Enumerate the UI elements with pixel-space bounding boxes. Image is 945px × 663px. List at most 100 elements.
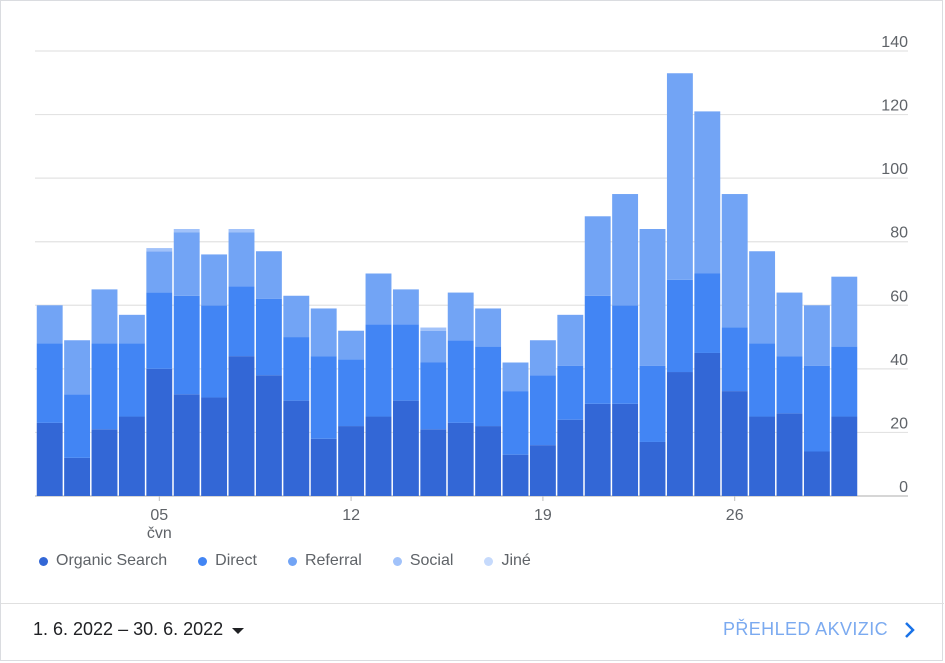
bar-segment[interactable] <box>721 194 748 328</box>
bar-segment[interactable] <box>475 426 502 496</box>
bar-segment[interactable] <box>392 400 419 496</box>
bar-segment[interactable] <box>283 337 310 401</box>
bar-segment[interactable] <box>612 305 639 404</box>
bar-segment[interactable] <box>557 314 584 366</box>
bar-segment[interactable] <box>749 343 776 417</box>
bar-segment[interactable] <box>365 416 392 496</box>
legend-item[interactable]: Referral <box>287 552 362 570</box>
bar-segment[interactable] <box>338 330 365 360</box>
bar-segment[interactable] <box>420 330 447 363</box>
bar-segment[interactable] <box>146 292 173 369</box>
bar-segment[interactable] <box>36 305 63 344</box>
bar-segment[interactable] <box>749 251 776 344</box>
bar-segment[interactable] <box>447 292 474 341</box>
bar-segment[interactable] <box>283 295 310 338</box>
bar-segment[interactable] <box>146 251 173 293</box>
bar-segment[interactable] <box>118 343 145 417</box>
bar-segment[interactable] <box>666 372 693 496</box>
bar-segment[interactable] <box>91 289 118 344</box>
bar-segment[interactable] <box>255 251 282 299</box>
bar-segment[interactable] <box>666 279 693 373</box>
bar-segment[interactable] <box>447 340 474 423</box>
bar-segment[interactable] <box>831 276 858 347</box>
bar-segment[interactable] <box>721 391 748 496</box>
bar-segment[interactable] <box>338 359 365 427</box>
bar-segment[interactable] <box>776 292 803 357</box>
bar-segment[interactable] <box>639 365 666 442</box>
bar-segment[interactable] <box>639 229 666 366</box>
bar-segment[interactable] <box>502 454 529 496</box>
bar-segment[interactable] <box>475 346 502 427</box>
bar-segment[interactable] <box>146 368 173 496</box>
bar-segment[interactable] <box>392 324 419 401</box>
bar-segment[interactable] <box>310 308 337 357</box>
bar-segment[interactable] <box>173 232 200 296</box>
bar-segment[interactable] <box>36 422 63 496</box>
bar-segment[interactable] <box>557 365 584 420</box>
bar-segment[interactable] <box>173 295 200 395</box>
bar-segment[interactable] <box>612 403 639 496</box>
bar-segment[interactable] <box>228 229 255 233</box>
bar-segment[interactable] <box>201 305 228 398</box>
bar-segment[interactable] <box>694 111 721 274</box>
bar-segment[interactable] <box>255 375 282 496</box>
acquisition-report-link[interactable]: PŘEHLED AKVIZIC <box>723 619 916 640</box>
bar-segment[interactable] <box>118 314 145 344</box>
bar-segment[interactable] <box>64 394 91 458</box>
bar-segment[interactable] <box>173 394 200 496</box>
bar-segment[interactable] <box>776 356 803 414</box>
bar-segment[interactable] <box>91 343 118 430</box>
legend-item[interactable]: Direct <box>198 552 257 570</box>
bar-segment[interactable] <box>201 254 228 306</box>
bar-segment[interactable] <box>721 327 748 392</box>
bar-segment[interactable] <box>803 305 830 366</box>
bar-segment[interactable] <box>666 73 693 280</box>
bar-segment[interactable] <box>365 273 392 325</box>
bar-segment[interactable] <box>502 362 529 392</box>
bar-segment[interactable] <box>529 445 556 496</box>
bar-segment[interactable] <box>831 346 858 417</box>
bar-segment[interactable] <box>529 375 556 446</box>
bar-segment[interactable] <box>36 343 63 423</box>
legend-item[interactable]: Social <box>392 552 453 570</box>
bar-segment[interactable] <box>228 356 255 496</box>
bar-segment[interactable] <box>584 216 611 296</box>
bar-segment[interactable] <box>584 295 611 404</box>
bar-segment[interactable] <box>612 194 639 306</box>
bar-segment[interactable] <box>310 438 337 496</box>
bar-segment[interactable] <box>447 422 474 496</box>
bar-segment[interactable] <box>64 457 91 496</box>
bar-segment[interactable] <box>255 298 282 376</box>
bar-segment[interactable] <box>776 413 803 496</box>
date-range-selector[interactable]: 1. 6. 2022 – 30. 6. 2022 <box>33 619 245 640</box>
bar-segment[interactable] <box>831 416 858 496</box>
bar-segment[interactable] <box>475 308 502 347</box>
bar-segment[interactable] <box>283 400 310 496</box>
bar-segment[interactable] <box>228 286 255 357</box>
bar-segment[interactable] <box>91 429 118 496</box>
legend-item[interactable]: Organic Search <box>39 552 167 570</box>
bar-segment[interactable] <box>529 340 556 376</box>
bar-segment[interactable] <box>557 419 584 496</box>
bar-segment[interactable] <box>803 451 830 497</box>
bar-segment[interactable] <box>584 403 611 496</box>
bar-segment[interactable] <box>694 273 721 353</box>
bar-segment[interactable] <box>502 391 529 455</box>
bar-segment[interactable] <box>201 397 228 496</box>
bar-segment[interactable] <box>420 429 447 496</box>
bar-segment[interactable] <box>639 441 666 496</box>
bar-segment[interactable] <box>173 229 200 233</box>
bar-segment[interactable] <box>146 248 173 252</box>
bar-segment[interactable] <box>228 232 255 287</box>
bar-segment[interactable] <box>365 324 392 417</box>
bar-segment[interactable] <box>420 327 447 331</box>
bar-segment[interactable] <box>749 416 776 496</box>
bar-segment[interactable] <box>420 362 447 430</box>
bar-segment[interactable] <box>310 356 337 439</box>
bar-segment[interactable] <box>64 340 91 395</box>
bar-segment[interactable] <box>338 426 365 496</box>
bar-segment[interactable] <box>392 289 419 325</box>
bar-segment[interactable] <box>118 416 145 496</box>
bar-segment[interactable] <box>803 365 830 452</box>
bar-segment[interactable] <box>694 352 721 496</box>
